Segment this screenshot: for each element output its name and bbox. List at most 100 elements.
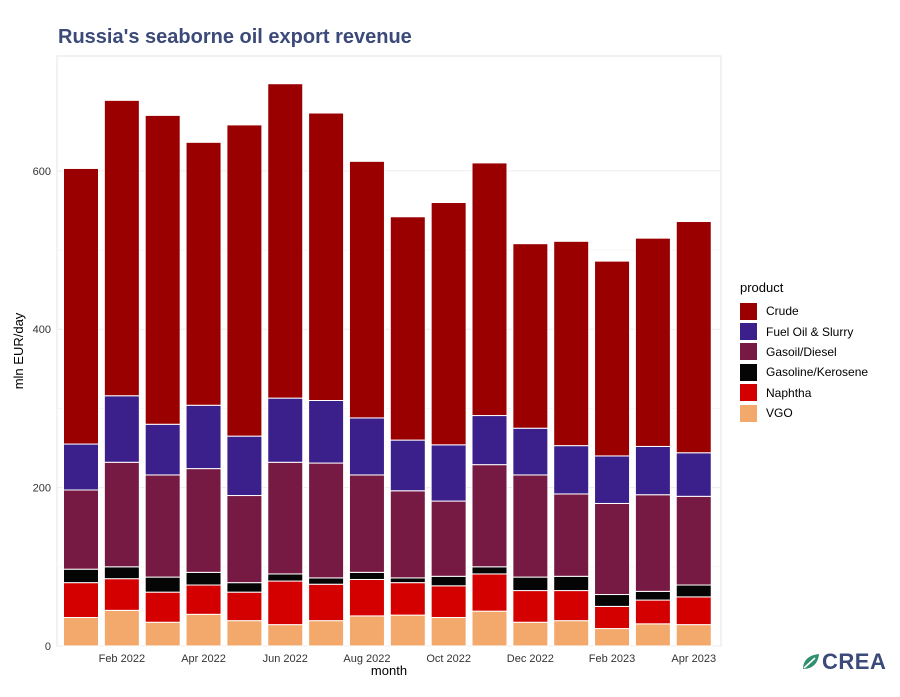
crea-logo: CREA	[800, 649, 886, 675]
bar-segment	[63, 489, 99, 570]
bar-segment	[389, 582, 426, 616]
bar-segment	[430, 585, 467, 618]
legend-title: product	[740, 280, 784, 295]
legend-item: Naphtha	[740, 383, 868, 403]
bar-segment	[103, 99, 140, 397]
bar-segment	[267, 397, 304, 463]
bar-segment	[594, 502, 631, 596]
bar-segment	[308, 112, 345, 401]
y-axis-title: mln EUR/day	[11, 312, 26, 389]
bar-segment	[512, 243, 549, 429]
bar-segment	[553, 620, 590, 647]
legend-label: Naphtha	[766, 385, 812, 400]
bar-segment	[594, 605, 631, 630]
bar-segment	[471, 573, 508, 612]
bar-segment	[103, 395, 140, 463]
bar-segment	[308, 620, 345, 647]
bar-segment	[594, 628, 631, 647]
bar-segment	[348, 571, 385, 580]
bar-segment	[471, 464, 508, 568]
bar-segment	[63, 582, 99, 618]
bar-segment	[634, 599, 671, 625]
bar-stacks	[63, 83, 712, 647]
x-tick-label: Oct 2022	[426, 653, 471, 665]
bar-segment	[267, 83, 304, 399]
bar-segment	[389, 439, 426, 492]
logo-text: CREA	[822, 649, 887, 674]
bar-segment	[348, 615, 385, 647]
bar-segment	[512, 576, 549, 592]
bar-segment	[553, 575, 590, 592]
legend-item: VGO	[740, 403, 868, 423]
bar-segment	[512, 590, 549, 623]
legend-label: Crude	[766, 304, 799, 319]
y-tick-label: 200	[33, 483, 51, 495]
legend-item: Fuel Oil & Slurry	[740, 321, 868, 341]
bar-segment	[675, 624, 712, 647]
bar-segment	[144, 114, 181, 425]
bar-segment	[471, 415, 508, 466]
bar-segment	[430, 575, 467, 587]
bar-segment	[185, 571, 222, 586]
bar-segment	[634, 590, 671, 601]
bar-segment	[553, 445, 590, 495]
x-tick-label: Jun 2022	[263, 653, 308, 665]
legend-swatch	[740, 363, 757, 381]
bar-segment	[553, 493, 590, 577]
bar-segment	[675, 584, 712, 598]
bar-segment	[144, 591, 181, 623]
bar-segment	[308, 462, 345, 579]
bar-segment	[675, 452, 712, 497]
chart-title: Russia's seaborne oil export revenue	[58, 26, 412, 48]
bar-segment	[512, 474, 549, 578]
bar-segment	[63, 568, 99, 584]
bar-segment	[389, 614, 426, 647]
bar-segment	[471, 610, 508, 647]
legend-label: Gasoil/Diesel	[766, 344, 837, 359]
bar-segment	[63, 167, 99, 445]
x-tick-label: Feb 2022	[99, 653, 145, 665]
bar-segment	[675, 221, 712, 454]
bar-segment	[634, 445, 671, 496]
bar-segment	[594, 455, 631, 504]
legend-label: Gasoline/Kerosene	[766, 365, 869, 380]
y-tick-label: 600	[33, 166, 51, 178]
x-tick-label: Apr 2022	[181, 653, 226, 665]
legend-label: Fuel Oil & Slurry	[766, 324, 854, 339]
bar-segment	[348, 417, 385, 476]
bar-segment	[226, 495, 263, 584]
x-tick-label: Feb 2023	[589, 653, 635, 665]
leaf-icon	[803, 654, 819, 669]
x-axis-ticks: Feb 2022 Apr 2022 Jun 2022 Aug 2022 Oct 2022…	[99, 653, 716, 665]
bar-segment	[634, 237, 671, 447]
bar-segment	[185, 584, 222, 615]
bar-segment	[144, 621, 181, 647]
legend-swatch	[740, 302, 757, 320]
bar-segment	[226, 435, 263, 497]
bar-segment	[471, 566, 508, 575]
bar-segment	[226, 124, 263, 437]
bar-segment	[103, 609, 140, 647]
bar-segment	[144, 423, 181, 476]
bar-segment	[185, 613, 222, 647]
y-axis-ticks: 0 200 400 600	[33, 166, 51, 653]
bar-segment	[308, 577, 345, 585]
bar-segment	[594, 594, 631, 607]
bar-segment	[430, 500, 467, 577]
legend: product Crude Fuel Oil & Slurry Gasoil/Die…	[740, 280, 868, 423]
bar-segment	[512, 427, 549, 476]
bar-segment	[185, 404, 222, 470]
legend-swatch	[740, 343, 757, 361]
bar-segment	[144, 474, 181, 578]
bar-segment	[103, 566, 140, 580]
legend-label: VGO	[766, 406, 793, 421]
bar-segment	[267, 573, 304, 582]
bar-segment	[675, 596, 712, 626]
bar-segment	[103, 461, 140, 568]
bar-segment	[226, 620, 263, 647]
bar-segment	[553, 590, 590, 622]
bar-segment	[430, 616, 467, 647]
legend-item: Gasoil/Diesel	[740, 342, 868, 362]
bar-segment	[63, 616, 99, 647]
